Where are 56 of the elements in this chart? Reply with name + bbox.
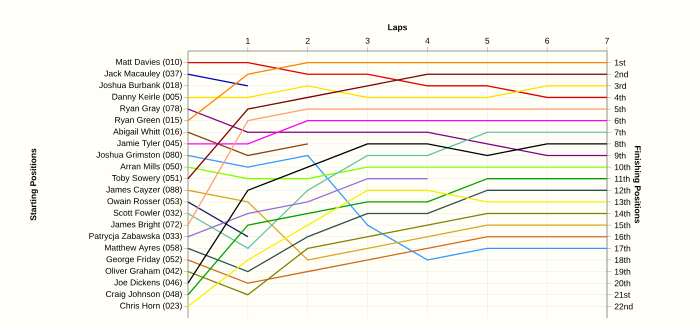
text: Joe Dickens (046) xyxy=(114,279,182,288)
text: Ryan Green (015) xyxy=(115,116,182,125)
x-tick-label: 4 xyxy=(425,38,430,44)
text: Starting Positions xyxy=(30,148,38,220)
text: Craig Johnson (048) xyxy=(106,290,182,299)
text: Joshua Grimston (080) xyxy=(96,152,182,160)
y2-tick-label: 6th xyxy=(614,118,626,124)
text: George Friday (052) xyxy=(106,256,182,264)
text: Danny Keirle (005) xyxy=(112,93,182,102)
y2-tick-label: 1st xyxy=(614,60,626,66)
y2-tick-label: 3rd xyxy=(614,82,626,89)
text: James Cayzer (088) xyxy=(106,186,182,194)
line-series xyxy=(187,62,608,98)
text: Joshua Burbank (018) xyxy=(99,82,182,90)
y2-tick-label: 14th xyxy=(614,210,630,217)
y2-tick-label: 12th xyxy=(614,187,630,194)
y2-tick-label: 5th xyxy=(614,106,626,112)
y2-tick-label: 16th xyxy=(614,234,630,240)
x-tick-label: 2 xyxy=(306,38,310,44)
line-series xyxy=(187,178,428,238)
text: Patrycja Zabawska (033) xyxy=(89,232,182,241)
x-tick-label: 3 xyxy=(366,38,370,44)
x-tick-label: 1 xyxy=(246,38,250,44)
y2-tick-label: 7th xyxy=(614,129,626,136)
text: Matt Davies (010) xyxy=(116,58,182,67)
text: James Bright (072) xyxy=(110,221,182,230)
x-tick-label: 7 xyxy=(605,38,609,44)
text: Owain Rosser (053) xyxy=(107,198,182,206)
text: Matthew Ayres (058) xyxy=(105,244,182,252)
y2-tick-label: 9th xyxy=(614,152,626,159)
text: Scott Fowler (032) xyxy=(114,210,182,218)
text: Oliver Graham (042) xyxy=(106,268,182,276)
y2-tick-label: 21st xyxy=(614,292,630,298)
text: Ryan Gray (078) xyxy=(120,105,182,113)
y2-tick-label: 18th xyxy=(614,256,630,264)
y2-tick-label: 2nd xyxy=(614,71,628,78)
y2-tick-label: 10th xyxy=(614,164,630,170)
y2-tick-label: 19th xyxy=(614,268,630,275)
text: Arran Mills (050) xyxy=(120,163,182,172)
x-tick-label: 5 xyxy=(485,38,490,44)
y2-axis-title: Finishing Positions xyxy=(632,146,641,224)
text: Chris Horn (023) xyxy=(120,302,182,310)
text: Jamie Tyler (045) xyxy=(117,140,182,148)
y2-tick-label: 8th xyxy=(614,140,626,147)
y2-tick-label: 11th xyxy=(614,176,630,182)
text: Abigail Whitt (016) xyxy=(113,128,182,136)
y2-tick-label: 22nd xyxy=(614,303,633,310)
y2-tick-label: 17th xyxy=(614,245,630,252)
x-axis-title: Laps xyxy=(388,24,408,32)
y2-tick-label: 15th xyxy=(614,222,630,228)
text: Jack Macauley (037) xyxy=(104,70,182,78)
y2-tick-label: 4th xyxy=(614,94,626,101)
x-tick-label: 6 xyxy=(545,38,550,44)
y2-tick-label: 20th xyxy=(614,280,630,286)
text: Toby Sowery (051) xyxy=(112,174,182,183)
y2-tick-label: 13th xyxy=(614,198,630,206)
